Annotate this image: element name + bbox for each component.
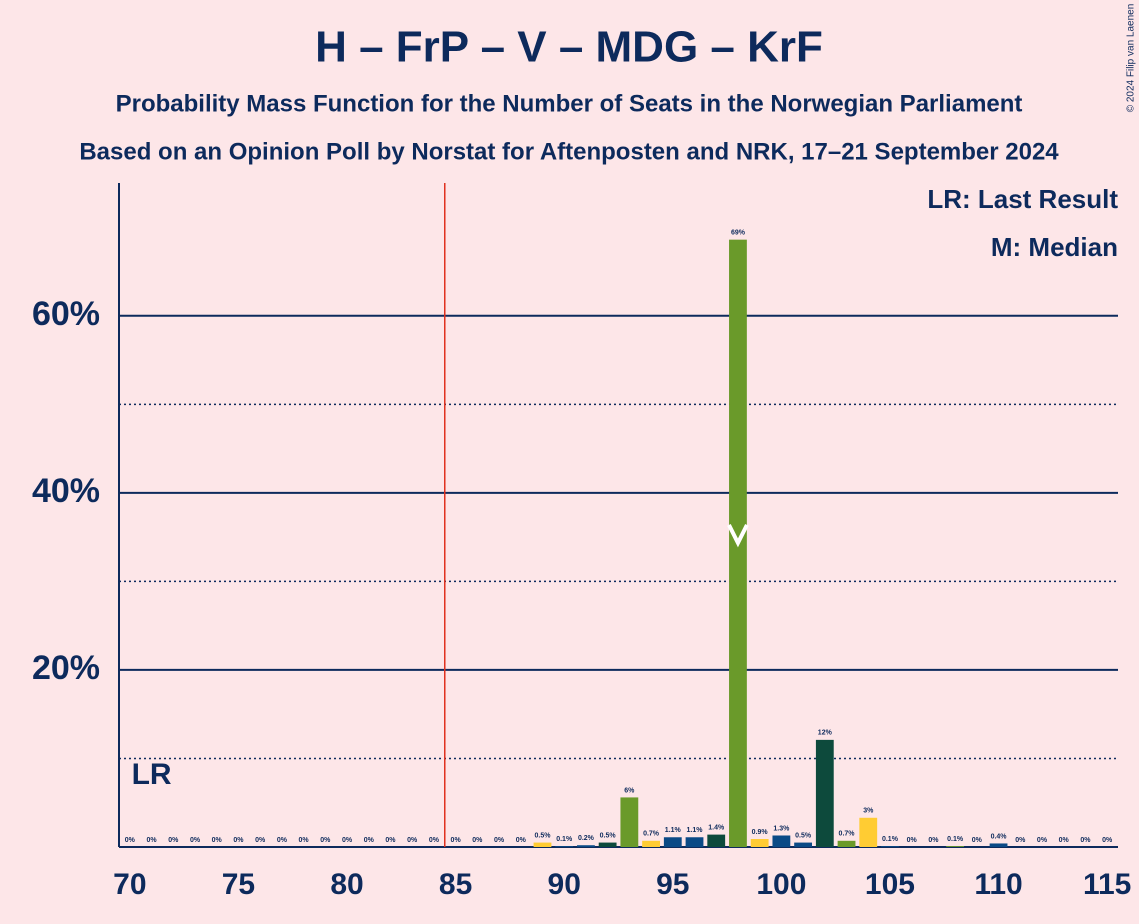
chart-title: H – FrP – V – MDG – KrF	[315, 23, 823, 72]
bar	[707, 834, 726, 847]
bar	[794, 842, 813, 847]
value-label: 3%	[863, 808, 874, 815]
bar	[577, 845, 595, 847]
bar	[946, 846, 965, 847]
value-label: 0%	[255, 837, 266, 844]
bar	[555, 846, 574, 847]
value-label: 0.5%	[600, 832, 617, 839]
value-label: 0%	[907, 837, 918, 844]
x-tick-label: 115	[1083, 868, 1131, 901]
value-label: 0%	[1080, 837, 1091, 844]
x-tick-label: 85	[439, 868, 472, 901]
value-label: 0.7%	[839, 831, 856, 838]
value-label: 0%	[972, 837, 983, 844]
value-label: 0%	[342, 837, 353, 844]
value-label: 0.5%	[535, 832, 552, 839]
last-result-label: LR	[132, 758, 172, 791]
copyright: © 2024 Filip van Laenen	[1126, 4, 1137, 113]
bar	[685, 837, 704, 847]
value-label: 0%	[451, 837, 462, 844]
bar	[881, 846, 899, 847]
x-tick-label: 90	[548, 868, 581, 901]
value-label: 0%	[385, 837, 396, 844]
bar	[598, 842, 617, 847]
value-label: 0.7%	[643, 831, 660, 838]
legend-entry: M: Median	[991, 232, 1118, 262]
value-label: 1.1%	[687, 827, 704, 834]
bar	[989, 843, 1008, 847]
bar	[620, 797, 639, 847]
legend-entry: LR: Last Result	[927, 184, 1118, 214]
value-label: 0%	[516, 837, 527, 844]
value-label: 0%	[407, 837, 418, 844]
bar	[815, 739, 834, 847]
value-label: 0%	[277, 837, 288, 844]
value-label: 0.4%	[991, 833, 1008, 840]
value-label: 0%	[125, 837, 136, 844]
value-label: 0%	[1015, 837, 1026, 844]
x-tick-label: 110	[974, 868, 1022, 901]
value-label: 0%	[299, 837, 310, 844]
bar	[533, 842, 552, 847]
value-label: 0.1%	[882, 836, 899, 843]
value-label: 6%	[624, 787, 635, 794]
value-label: 1.4%	[708, 824, 725, 831]
x-tick-label: 100	[756, 868, 806, 901]
x-tick-label: 70	[113, 868, 146, 901]
value-label: 0.1%	[556, 836, 573, 843]
value-label: 0.2%	[578, 835, 595, 842]
value-label: 0%	[472, 837, 483, 844]
value-label: 1.3%	[773, 825, 790, 832]
value-label: 12%	[818, 730, 833, 737]
value-label: 0%	[1037, 837, 1048, 844]
value-label: 0%	[1059, 837, 1070, 844]
value-label: 0%	[494, 837, 505, 844]
chart-subtitle: Based on an Opinion Poll by Norstat for …	[79, 138, 1059, 165]
x-tick-label: 80	[330, 868, 363, 901]
value-label: 1.1%	[665, 827, 682, 834]
value-label: 69%	[731, 230, 746, 237]
value-label: 0%	[190, 837, 201, 844]
chart-subtitle: Probability Mass Function for the Number…	[116, 90, 1023, 117]
value-label: 0%	[928, 837, 939, 844]
value-label: 0%	[212, 837, 223, 844]
bar	[750, 839, 769, 847]
x-tick-label: 75	[222, 868, 255, 901]
y-tick-label: 20%	[32, 649, 100, 687]
value-label: 0%	[147, 837, 158, 844]
value-label: 0%	[168, 837, 179, 844]
median-marker	[727, 524, 749, 548]
x-tick-label: 95	[656, 868, 689, 901]
bar	[642, 840, 660, 847]
y-tick-label: 60%	[32, 295, 100, 333]
bar	[772, 835, 791, 847]
y-tick-label: 40%	[32, 472, 100, 510]
x-tick-label: 105	[865, 868, 915, 901]
value-label: 0%	[429, 837, 440, 844]
bar	[859, 817, 878, 847]
value-label: 0.1%	[947, 836, 964, 843]
bar	[663, 837, 682, 847]
value-label: 0%	[320, 837, 331, 844]
bar	[837, 840, 856, 847]
value-label: 0%	[364, 837, 375, 844]
value-label: 0%	[1102, 837, 1113, 844]
value-label: 0.9%	[752, 829, 769, 836]
value-label: 0.5%	[795, 832, 812, 839]
value-label: 0%	[233, 837, 244, 844]
